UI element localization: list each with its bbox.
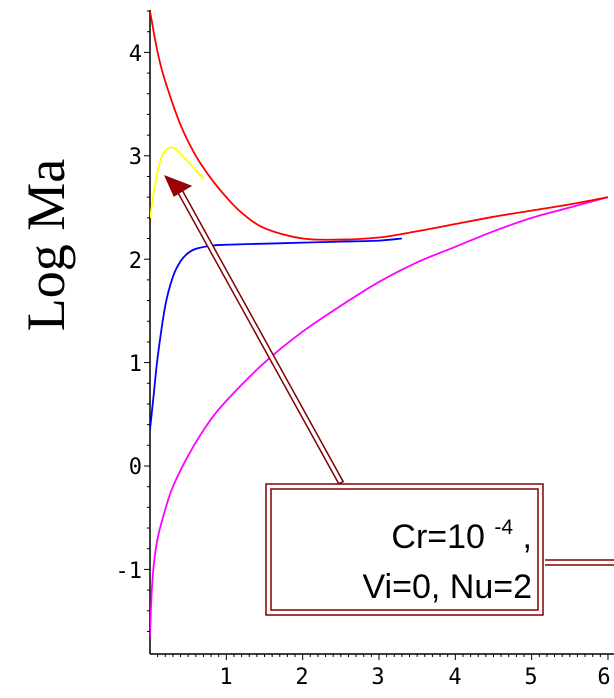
series-line (150, 237, 402, 430)
x-tick-label: 5 (524, 665, 537, 690)
y-tick-label: 2 (129, 249, 142, 274)
series-layer (150, 10, 609, 637)
tick-marks (144, 10, 609, 660)
y-tick-label: 3 (129, 145, 142, 170)
series-line (150, 196, 609, 637)
series-line (150, 146, 205, 218)
x-tick-label: 4 (448, 665, 461, 690)
y-axis-label: Log Ma (16, 159, 76, 332)
x-tick-label: 3 (371, 665, 384, 690)
x-tick-labels: 1 2 3 4 5 6 (219, 665, 610, 690)
annotation-tail: , (523, 518, 532, 556)
annotation-connector (545, 559, 614, 566)
y-tick-labels: -1 0 1 2 3 4 (116, 42, 143, 584)
arrow-head-icon (164, 175, 193, 197)
annotation-sup: -4 (494, 516, 513, 539)
annotation-arrow (164, 175, 345, 485)
annotation-line2: Vi=0, Nu=2 (362, 568, 532, 606)
x-tick-label: 2 (295, 665, 308, 690)
y-tick-label: 4 (129, 42, 142, 67)
y-tick-label: 0 (129, 455, 142, 480)
annotation-line1: Cr=10 -4 , (391, 504, 532, 556)
annotation-main: Cr=10 (391, 518, 485, 556)
annotation-box: Cr=10 -4 , Vi=0, Nu=2 (265, 483, 544, 616)
y-tick-label: 1 (129, 352, 142, 377)
series-line (150, 10, 609, 241)
y-tick-label: -1 (116, 559, 143, 584)
x-tick-label: 6 (597, 665, 610, 690)
x-tick-label: 1 (219, 665, 232, 690)
